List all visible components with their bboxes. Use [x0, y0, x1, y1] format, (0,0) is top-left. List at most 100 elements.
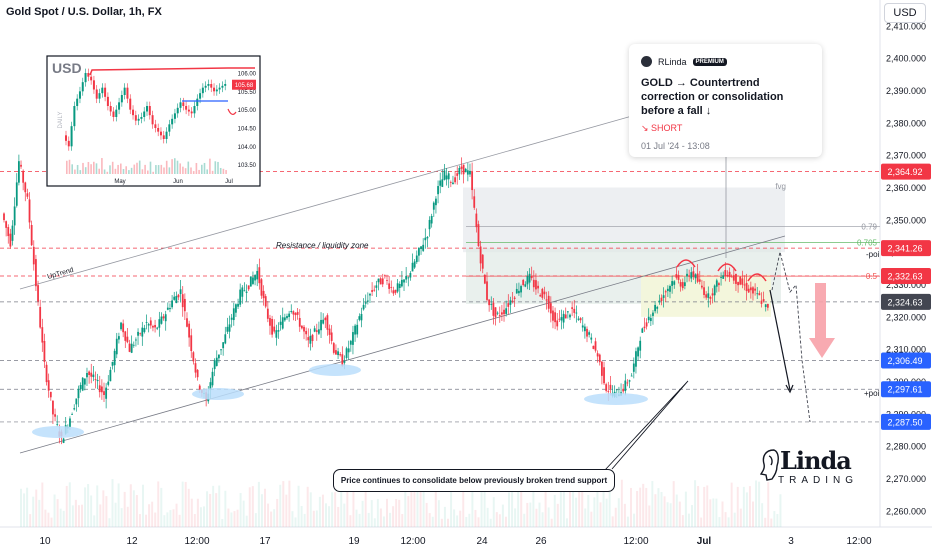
volume-bar: [105, 496, 108, 527]
idea-card[interactable]: RLinda PREMIUM GOLD → Countertrend corre…: [629, 44, 822, 157]
volume-bar: [410, 486, 413, 527]
volume-bar: [120, 508, 123, 527]
candle-body: [518, 290, 520, 294]
volume-bar: [514, 508, 517, 527]
x-tick-label: 10: [39, 536, 51, 547]
volume-bar: [35, 489, 38, 527]
candle-body: [749, 287, 752, 291]
currency-button[interactable]: USD: [884, 3, 926, 23]
volume-bar: [437, 500, 440, 527]
volume-bar: [425, 502, 428, 527]
idea-date: 01 Jul '24 - 13:08: [641, 141, 710, 151]
volume-bar: [706, 485, 709, 527]
volume-bar: [294, 517, 297, 527]
candle-body: [173, 296, 176, 300]
volume-bar: [111, 479, 114, 527]
volume-bar: [447, 518, 449, 527]
volume-bar: [752, 501, 754, 527]
author-name[interactable]: RLinda: [658, 56, 687, 67]
candle-body: [552, 310, 554, 321]
inset-candle: [78, 91, 81, 99]
volume-bar: [605, 498, 608, 527]
volume-bar: [41, 482, 44, 527]
candle-body: [45, 364, 48, 383]
candle-body: [139, 333, 142, 335]
volume-bar: [23, 493, 26, 527]
inset-volume-bar: [95, 163, 98, 174]
inset-candle: [109, 106, 112, 112]
candle-body: [98, 385, 101, 393]
candle-body: [122, 323, 125, 333]
candle-body: [607, 390, 610, 392]
candle-body: [400, 279, 403, 287]
candle-body: [26, 193, 29, 197]
candle-body: [490, 304, 493, 305]
inset-candle: [199, 93, 202, 99]
inset-candle: [87, 73, 90, 77]
inset-candle: [168, 124, 171, 132]
support-ellipse: [192, 388, 244, 400]
volume-bar: [581, 490, 584, 527]
candle-body: [464, 168, 467, 173]
inset-candle: [173, 113, 176, 119]
candle-body: [311, 334, 314, 342]
candle-body: [596, 353, 599, 357]
candle-body: [675, 274, 678, 278]
volume-bar: [190, 498, 193, 527]
candle-body: [562, 313, 565, 323]
candle-body: [630, 375, 633, 377]
volume-bar: [660, 491, 663, 527]
candle-body: [671, 281, 674, 286]
volume-bar: [209, 493, 212, 527]
inset-volume-bar: [71, 164, 73, 174]
candle-body: [583, 326, 586, 332]
volume-bar: [511, 490, 514, 527]
volume-bar: [367, 512, 370, 527]
inset-volume-bar: [90, 164, 92, 174]
volume-bar: [126, 506, 129, 527]
volume-bar: [495, 512, 498, 527]
candle-body: [35, 259, 37, 287]
candle-body: [418, 247, 420, 256]
inset-y-tick: 103.50: [238, 163, 257, 169]
candle-body: [628, 380, 631, 382]
volume-bar: [416, 488, 419, 527]
volume-bar: [26, 487, 29, 527]
y-tick-label: 2,390.000: [886, 86, 926, 96]
volume-bar: [32, 496, 35, 527]
candle-body: [494, 307, 497, 318]
inset-title: USD: [52, 60, 82, 76]
candle-body: [505, 308, 508, 314]
volume-bar: [715, 498, 718, 527]
volume-bar: [474, 509, 477, 527]
inset-volume-bar: [128, 170, 130, 174]
candle-body: [411, 262, 414, 272]
candle-body: [209, 382, 212, 391]
volume-bar: [492, 497, 495, 527]
resistance-label: Resistance / liquidity zone: [276, 241, 369, 250]
volume-bar: [184, 481, 187, 527]
resistance-arc: [717, 263, 737, 272]
volume-bar: [291, 511, 294, 527]
candle-body: [513, 297, 516, 299]
candle-body: [758, 293, 761, 296]
candle-body: [5, 221, 8, 228]
volume-bar: [623, 503, 626, 527]
candle-body: [545, 299, 548, 301]
volume-bar: [465, 516, 468, 527]
candle-body: [705, 294, 708, 298]
candle-body: [677, 275, 680, 280]
volume-bar: [376, 499, 379, 527]
volume-bar: [651, 481, 654, 527]
volume-bar: [733, 512, 736, 527]
candle-body: [281, 317, 284, 329]
volume-bar: [486, 507, 489, 527]
y-tick-label: 2,260.000: [886, 506, 926, 516]
candle-body: [162, 316, 165, 319]
price-axis-badge: [881, 413, 931, 430]
volume-bar: [529, 502, 532, 527]
inset-candle: [207, 84, 210, 86]
idea-title[interactable]: GOLD → Countertrend correction or consol…: [641, 77, 784, 117]
inset-y-tick: 104.50: [238, 127, 257, 133]
candle-body: [694, 274, 697, 279]
